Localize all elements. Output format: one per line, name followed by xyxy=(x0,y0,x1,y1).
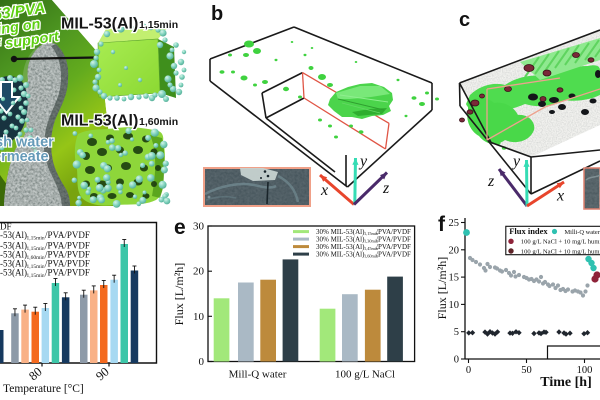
svg-text:10: 10 xyxy=(449,300,460,311)
svg-text:/PVA/PVDF: /PVA/PVDF xyxy=(45,250,90,260)
svg-text:1,45min: 1,45min xyxy=(364,246,379,252)
svg-text:100 g/L NaCl: 100 g/L NaCl xyxy=(335,369,395,381)
svg-text:Flux [L/m²h]: Flux [L/m²h] xyxy=(172,263,186,326)
svg-text:x: x xyxy=(320,182,328,199)
svg-text:-53(Al): -53(Al) xyxy=(0,241,27,251)
svg-text:1,60min: 1,60min xyxy=(27,255,45,261)
svg-text:/PVA/PVDF: /PVA/PVDF xyxy=(376,235,411,243)
svg-text:Flux [L/m²h]: Flux [L/m²h] xyxy=(435,257,449,320)
svg-text:c: c xyxy=(459,9,470,31)
svg-text:DF: DF xyxy=(0,222,12,232)
svg-text:100 g/L NaCl + 10 mg/L humic: 100 g/L NaCl + 10 mg/L humic xyxy=(521,239,600,246)
svg-text:Time [h]: Time [h] xyxy=(540,375,591,390)
svg-text:e: e xyxy=(174,216,186,239)
svg-text:Mill-Q water: Mill-Q water xyxy=(229,369,287,381)
svg-text:30% MIL-53(Al): 30% MIL-53(Al) xyxy=(316,250,365,258)
svg-text:0: 0 xyxy=(466,365,471,376)
svg-text:/PVA/PVDF: /PVA/PVDF xyxy=(376,228,411,236)
svg-text:1,60min: 1,60min xyxy=(139,116,178,128)
svg-text:Milli-Q water: Milli-Q water xyxy=(565,229,600,236)
svg-text:/PVA/PVDF: /PVA/PVDF xyxy=(376,250,411,258)
svg-text:f: f xyxy=(438,213,446,236)
svg-text:30% MIL-53(Al): 30% MIL-53(Al) xyxy=(316,228,365,236)
svg-text:80: 80 xyxy=(26,365,45,384)
svg-text:b: b xyxy=(211,3,223,25)
svg-text:/PVA/PVDF: /PVA/PVDF xyxy=(45,259,90,269)
svg-text:z: z xyxy=(382,180,390,197)
svg-text:1,15min: 1,15min xyxy=(27,236,45,242)
svg-text:0: 0 xyxy=(199,356,205,368)
svg-text:-53(Al): -53(Al) xyxy=(0,230,27,240)
svg-text:y: y xyxy=(358,153,368,170)
svg-text:1,15min: 1,15min xyxy=(364,231,379,237)
svg-text:z: z xyxy=(487,173,495,190)
svg-text:/PVA/PVDF: /PVA/PVDF xyxy=(376,243,411,251)
svg-text:30% MIL-53(Al): 30% MIL-53(Al) xyxy=(316,235,365,243)
svg-text:MIL-53(Al): MIL-53(Al) xyxy=(61,113,138,130)
svg-text:20: 20 xyxy=(449,245,460,256)
svg-text:1,15min: 1,15min xyxy=(27,264,45,270)
svg-text:5: 5 xyxy=(454,327,459,338)
svg-text:-53(Al): -53(Al) xyxy=(0,250,27,260)
svg-text:1,60min: 1,60min xyxy=(364,254,379,260)
svg-text:/PVA/PVDF: /PVA/PVDF xyxy=(45,268,90,278)
svg-text:sh water: sh water xyxy=(0,135,54,151)
svg-text:25: 25 xyxy=(449,218,460,229)
svg-text:ermeate: ermeate xyxy=(0,149,49,165)
svg-text:0: 0 xyxy=(454,355,459,366)
svg-text:1,30min: 1,30min xyxy=(364,239,379,245)
svg-text:1,15min: 1,15min xyxy=(139,19,178,31)
svg-text:30: 30 xyxy=(193,221,205,233)
svg-text:100: 100 xyxy=(577,365,593,376)
svg-text:15: 15 xyxy=(449,273,460,284)
svg-text:Temperature [°C]: Temperature [°C] xyxy=(3,383,84,395)
svg-text:/PVA/PVDF: /PVA/PVDF xyxy=(45,241,90,251)
svg-text:-53(Al): -53(Al) xyxy=(0,259,27,269)
svg-text:1,15min: 1,15min xyxy=(27,273,45,279)
svg-text:20: 20 xyxy=(193,266,205,278)
svg-text:x: x xyxy=(556,188,564,205)
svg-text:100 g/L NaCl + 10 mg/L humic: 100 g/L NaCl + 10 mg/L humic xyxy=(521,248,600,255)
svg-text:50: 50 xyxy=(521,365,532,376)
svg-text:10: 10 xyxy=(193,311,205,323)
svg-text:30% MIL-53(Al): 30% MIL-53(Al) xyxy=(316,243,365,251)
svg-text:1,15min: 1,15min xyxy=(27,246,45,252)
svg-text:/PVA/PVDF: /PVA/PVDF xyxy=(45,230,90,240)
svg-text:90: 90 xyxy=(93,365,112,384)
svg-text:MIL-53(Al): MIL-53(Al) xyxy=(61,16,138,33)
svg-text:-53(Al): -53(Al) xyxy=(0,268,27,278)
svg-text:Flux index: Flux index xyxy=(509,226,548,236)
svg-text:y: y xyxy=(511,153,521,170)
